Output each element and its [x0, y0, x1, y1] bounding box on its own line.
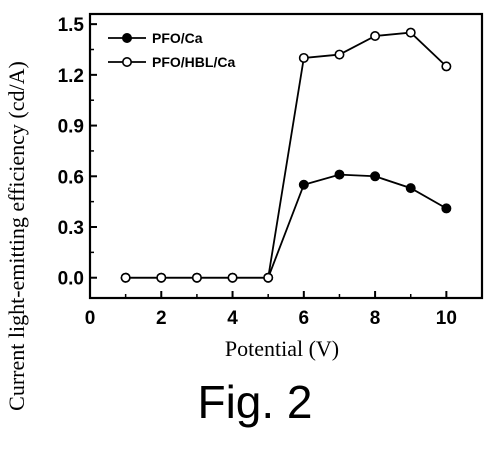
data-point [263, 272, 274, 283]
y-axis-title: Current light-emitting efficiency (cd/A) [4, 61, 29, 411]
x-tick-label: 6 [299, 308, 310, 329]
data-point [334, 49, 345, 60]
legend-marker [122, 56, 133, 67]
x-axis-title: Potential (V) [225, 336, 339, 361]
data-point [370, 171, 381, 182]
legend-label: PFO/HBL/Ca [152, 54, 235, 70]
data-point [298, 179, 309, 190]
legend-label: PFO/Ca [152, 30, 203, 46]
data-point [405, 27, 416, 38]
data-point [156, 272, 167, 283]
figure-caption: Fig. 2 [197, 376, 313, 428]
data-point [298, 52, 309, 63]
axis-ticks [89, 23, 448, 298]
y-tick-label: 0.0 [58, 269, 84, 290]
data-point [441, 203, 452, 214]
y-tick-label: 0.3 [58, 218, 84, 239]
data-point [227, 272, 238, 283]
data-point [334, 169, 345, 180]
x-tick-label: 10 [436, 308, 457, 329]
data-point [405, 183, 416, 194]
y-tick-label: 1.5 [58, 15, 85, 36]
x-tick-label: 8 [370, 308, 381, 329]
y-tick-label: 0.6 [58, 167, 84, 188]
data-point [191, 272, 202, 283]
x-tick-label: 4 [227, 308, 238, 329]
series-lines [125, 31, 447, 279]
x-tick-label: 2 [156, 308, 167, 329]
y-tick-label: 1.2 [58, 66, 84, 87]
legend-marker [122, 32, 133, 43]
tick-labels: 0 2 4 6 8 10 0.0 0.3 0.6 0.9 1.2 1.5 [58, 15, 457, 329]
series-line-1 [125, 31, 447, 279]
y-tick-label: 0.9 [58, 117, 84, 138]
legend: PFO/Ca PFO/HBL/Ca [108, 30, 235, 70]
data-point [120, 272, 131, 283]
series-markers [120, 27, 452, 283]
data-point [441, 61, 452, 72]
series-line-0 [125, 173, 447, 279]
data-point [370, 30, 381, 41]
x-tick-label: 0 [85, 308, 96, 329]
plot-border [88, 12, 484, 300]
plot-frame [88, 12, 484, 300]
